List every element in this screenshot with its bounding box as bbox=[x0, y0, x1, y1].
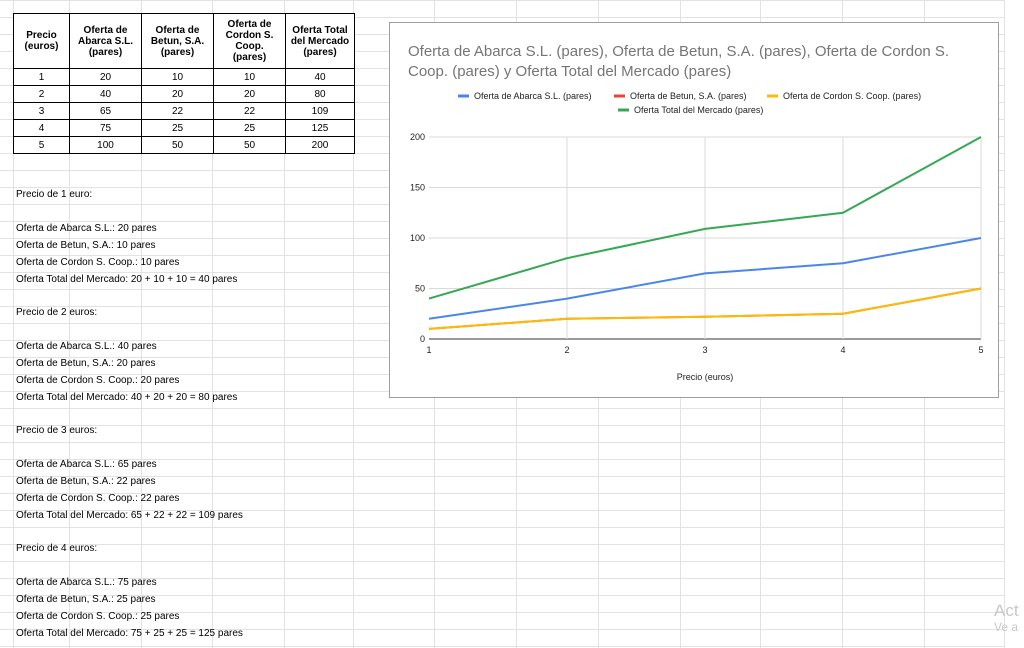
note-line[interactable]: Oferta de Cordon S. Coop.: 25 pares bbox=[16, 611, 180, 622]
x-tick-label: 5 bbox=[978, 345, 983, 355]
note-line[interactable]: Oferta de Betun, S.A.: 20 pares bbox=[16, 358, 156, 369]
y-tick-label: 0 bbox=[420, 334, 425, 344]
header-line: (pares) bbox=[160, 46, 195, 58]
watermark-line-2: Ve a bbox=[994, 620, 1019, 634]
line-chart[interactable]: Oferta de Abarca S.L. (pares), Oferta de… bbox=[389, 22, 999, 398]
x-tick-label: 3 bbox=[702, 345, 707, 355]
table-cell[interactable]: 4 bbox=[13, 119, 70, 137]
header-cordon[interactable]: Oferta de Cordon S. Coop. (pares) bbox=[213, 13, 286, 69]
table-cell[interactable]: 40 bbox=[69, 85, 142, 103]
x-tick-label: 2 bbox=[564, 345, 569, 355]
series-line bbox=[428, 136, 982, 300]
chart-plot: 0 50 100 150 200 1 2 3 4 5 Precio (euros) Oferta de… bbox=[410, 91, 984, 382]
y-tick-label: 50 bbox=[415, 284, 425, 294]
note-line[interactable]: Oferta de Cordon S. Coop.: 22 pares bbox=[16, 493, 180, 504]
header-line: (pares) bbox=[88, 46, 123, 58]
table-cell[interactable]: 40 bbox=[285, 68, 355, 86]
header-line: Oferta de bbox=[227, 19, 272, 30]
legend-item: Oferta de Abarca S.L. (pares) bbox=[474, 91, 592, 101]
header-line: Cordon S. bbox=[225, 30, 274, 41]
table-cell[interactable]: 50 bbox=[213, 136, 286, 154]
note-line[interactable]: Oferta de Cordon S. Coop.: 10 pares bbox=[16, 257, 180, 268]
header-line: Precio bbox=[26, 30, 57, 41]
table-row: 3 65 22 22 109 bbox=[13, 102, 355, 120]
y-tick-label: 150 bbox=[410, 183, 425, 193]
table-cell[interactable]: 20 bbox=[141, 85, 214, 103]
table-cell[interactable]: 125 bbox=[285, 119, 355, 137]
table-row: 5 100 50 50 200 bbox=[13, 136, 355, 154]
note-line[interactable]: Oferta de Abarca S.L.: 40 pares bbox=[16, 341, 157, 352]
table-cell[interactable]: 5 bbox=[13, 136, 70, 154]
header-line: (euros) bbox=[24, 41, 59, 52]
header-line: Coop. bbox=[235, 41, 264, 52]
table-row: 1 20 10 10 40 bbox=[13, 68, 355, 86]
table-cell[interactable]: 109 bbox=[285, 102, 355, 120]
chart-title: Oferta de Abarca S.L. (pares), Oferta de… bbox=[408, 43, 950, 80]
note-line[interactable]: Oferta de Betun, S.A.: 10 pares bbox=[16, 240, 156, 251]
table-row: 4 75 25 25 125 bbox=[13, 119, 355, 137]
x-tick-label: 4 bbox=[840, 345, 845, 355]
header-line: Oferta de bbox=[155, 24, 200, 36]
table-header-row: Precio (euros) Oferta de Abarca S.L. (pares… bbox=[13, 13, 355, 69]
note-line[interactable]: Oferta Total del Mercado: 65 + 22 + 22 =… bbox=[16, 510, 243, 521]
header-line: del Mercado bbox=[290, 35, 350, 47]
y-tick-label: 200 bbox=[410, 132, 425, 142]
note-line[interactable]: Oferta Total del Mercado: 40 + 20 + 20 =… bbox=[16, 392, 238, 403]
note-line[interactable]: Oferta de Betun, S.A.: 25 pares bbox=[16, 594, 156, 605]
table-cell[interactable]: 20 bbox=[213, 85, 286, 103]
price-heading[interactable]: Precio de 1 euro: bbox=[16, 189, 93, 200]
price-heading[interactable]: Precio de 4 euros: bbox=[16, 543, 98, 554]
x-axis-label: Precio (euros) bbox=[677, 372, 734, 382]
table-cell[interactable]: 1 bbox=[13, 68, 70, 86]
header-precio[interactable]: Precio (euros) bbox=[13, 13, 70, 69]
header-abarca[interactable]: Oferta de Abarca S.L. (pares) bbox=[69, 13, 142, 69]
windows-activation-watermark: Act Ve a bbox=[994, 601, 1019, 634]
table-cell[interactable]: 10 bbox=[141, 68, 214, 86]
note-line[interactable]: Oferta de Cordon S. Coop.: 20 pares bbox=[16, 375, 180, 386]
table-row: 2 40 20 20 80 bbox=[13, 85, 355, 103]
header-line: (pares) bbox=[232, 52, 267, 63]
note-line[interactable]: Oferta de Abarca S.L.: 75 pares bbox=[16, 577, 157, 588]
note-line[interactable]: Oferta de Abarca S.L.: 65 pares bbox=[16, 459, 157, 470]
note-line[interactable]: Oferta de Betun, S.A.: 22 pares bbox=[16, 476, 156, 487]
header-betun[interactable]: Oferta de Betun, S.A. (pares) bbox=[141, 13, 214, 69]
price-heading[interactable]: Precio de 2 euros: bbox=[16, 307, 98, 318]
table-cell[interactable]: 80 bbox=[285, 85, 355, 103]
series-line bbox=[428, 237, 982, 320]
note-line[interactable]: Oferta Total del Mercado: 20 + 10 + 10 =… bbox=[16, 274, 238, 285]
table-cell[interactable]: 20 bbox=[69, 68, 142, 86]
table-cell[interactable]: 22 bbox=[213, 102, 286, 120]
price-heading[interactable]: Precio de 3 euros: bbox=[16, 425, 98, 436]
watermark-line-1: Act bbox=[994, 601, 1019, 620]
table-cell[interactable]: 25 bbox=[141, 119, 214, 137]
table-cell[interactable]: 10 bbox=[213, 68, 286, 86]
table-cell[interactable]: 75 bbox=[69, 119, 142, 137]
header-line: Betun, S.A. bbox=[150, 35, 205, 47]
table-cell[interactable]: 200 bbox=[285, 136, 355, 154]
legend-item: Oferta de Cordon S. Coop. (pares) bbox=[783, 91, 921, 101]
table-cell[interactable]: 65 bbox=[69, 102, 142, 120]
header-line: Oferta Total bbox=[292, 24, 348, 36]
x-tick-label: 1 bbox=[426, 345, 431, 355]
note-line[interactable]: Oferta Total del Mercado: 75 + 25 + 25 =… bbox=[16, 628, 243, 639]
header-line: Oferta de bbox=[83, 24, 128, 36]
header-line: Abarca S.L. bbox=[77, 35, 134, 47]
table-cell[interactable]: 50 bbox=[141, 136, 214, 154]
note-line[interactable]: Oferta de Abarca S.L.: 20 pares bbox=[16, 223, 157, 234]
legend-item: Oferta de Betun, S.A. (pares) bbox=[630, 91, 747, 101]
header-line: (pares) bbox=[303, 46, 337, 58]
table-cell[interactable]: 100 bbox=[69, 136, 142, 154]
table-cell[interactable]: 25 bbox=[213, 119, 286, 137]
legend-item: Oferta Total del Mercado (pares) bbox=[634, 105, 763, 115]
series-line bbox=[428, 287, 982, 330]
supply-table: Precio (euros) Oferta de Abarca S.L. (pares… bbox=[13, 13, 355, 154]
table-cell[interactable]: 2 bbox=[13, 85, 70, 103]
table-cell[interactable]: 22 bbox=[141, 102, 214, 120]
y-tick-label: 100 bbox=[410, 233, 425, 243]
header-total[interactable]: Oferta Total del Mercado (pares) bbox=[285, 13, 355, 69]
table-cell[interactable]: 3 bbox=[13, 102, 70, 120]
